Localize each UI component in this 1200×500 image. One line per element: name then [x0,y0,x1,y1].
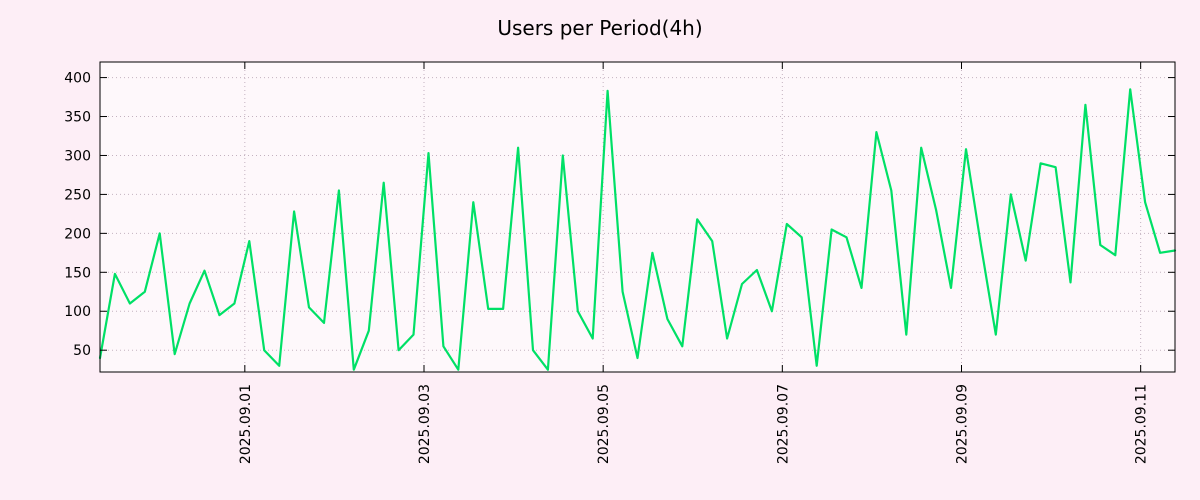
x-tick-label: 2025.09.01 [238,384,254,464]
x-tick-label: 2025.09.07 [775,384,791,464]
data-line [98,88,1177,371]
x-tick-label: 2025.09.09 [954,384,970,464]
y-tick-label: 150 [64,265,91,281]
x-tick-label: 2025.09.03 [417,384,433,464]
y-tick-label: 50 [73,343,91,359]
plot-border [99,61,1176,373]
y-tick-label: 400 [64,71,91,87]
chart-title: Users per Period(4h) [497,16,703,40]
x-tick-label: 2025.09.05 [596,384,612,464]
y-tick-label: 350 [64,110,91,126]
plot-background [100,62,1175,372]
x-tick-label: 2025.09.11 [1134,384,1150,464]
y-tick-label: 300 [64,148,91,164]
y-tick-label: 200 [64,226,91,242]
y-tick-label: 250 [64,187,91,203]
y-tick-label: 100 [64,304,91,320]
